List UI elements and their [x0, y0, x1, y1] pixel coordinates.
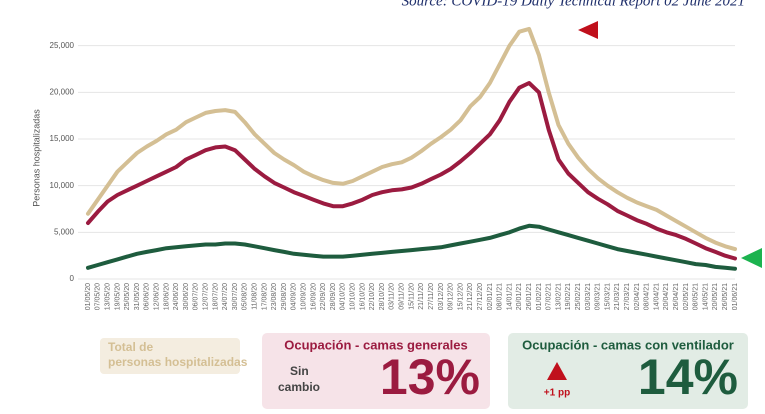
panel-ventilator-change: +1 pp — [544, 388, 570, 399]
y-tick-label: 0 — [70, 274, 75, 283]
y-tick-label: 20,000 — [50, 87, 75, 96]
x-tick-label: 21/03/21 — [614, 283, 621, 310]
x-tick-label: 29/08/20 — [281, 283, 288, 310]
x-tick-label: 06/06/20 — [144, 283, 151, 310]
source: Source: COVID-19 Daily Technical Report … — [402, 0, 745, 9]
x-tick-label: 10/09/20 — [301, 283, 308, 310]
x-tick-label: 07/05/20 — [95, 283, 102, 310]
x-tick-label: 04/09/20 — [291, 283, 298, 310]
x-tick-label: 02/04/21 — [634, 283, 641, 310]
x-tick-label: 14/01/21 — [506, 283, 513, 310]
x-tick-label: 19/02/21 — [565, 283, 572, 310]
x-tick-label: 15/11/20 — [408, 283, 415, 310]
panel-general-change-2: cambio — [278, 380, 320, 394]
x-tick-label: 22/09/20 — [320, 283, 327, 310]
x-tick-label: 31/05/20 — [134, 283, 141, 310]
panel-total-title: Total de — [108, 340, 153, 354]
x-tick-label: 12/06/20 — [153, 283, 160, 310]
x-tick-label: 09/03/21 — [595, 283, 602, 310]
x-tick-label: 21/11/20 — [418, 283, 425, 310]
panel-ventilator-pct: 14% — [638, 349, 738, 405]
x-tick-label: 26/04/21 — [673, 283, 680, 310]
x-tick-label: 26/05/21 — [722, 283, 729, 310]
x-tick-label: 26/01/21 — [526, 283, 533, 310]
x-tick-label: 27/12/20 — [477, 283, 484, 310]
x-tick-label: 13/05/20 — [104, 283, 111, 310]
x-tick-label: 04/10/20 — [340, 283, 347, 310]
x-tick-label: 19/05/20 — [114, 283, 121, 310]
x-tick-label: 28/10/20 — [379, 283, 386, 310]
panel-general-change: Sin — [290, 364, 309, 378]
x-tick-label: 03/03/21 — [585, 283, 592, 310]
x-tick-label: 06/07/20 — [193, 283, 200, 310]
x-tick-label: 10/10/20 — [350, 283, 357, 310]
x-tick-label: 14/05/21 — [702, 283, 709, 310]
y-tick-label: 10,000 — [50, 181, 75, 190]
x-tick-label: 22/10/20 — [369, 283, 376, 310]
x-tick-label: 08/05/21 — [693, 283, 700, 310]
y-tick-label: 5,000 — [54, 227, 75, 236]
x-tick-label: 27/11/20 — [428, 283, 435, 310]
x-tick-label: 01/06/21 — [732, 283, 739, 310]
x-tick-label: 16/09/20 — [310, 283, 317, 310]
x-tick-label: 05/08/20 — [242, 283, 249, 310]
chart: Source: COVID-19 Daily Technical Report … — [0, 0, 765, 409]
x-tick-label: 20/01/21 — [516, 283, 523, 310]
panel-total-title-2: personas hospitalizadas — [108, 355, 248, 369]
x-tick-label: 23/08/20 — [271, 283, 278, 310]
x-tick-label: 14/04/21 — [653, 283, 660, 310]
x-tick-label: 30/07/20 — [232, 283, 239, 310]
x-tick-label: 08/01/21 — [497, 283, 504, 310]
y-tick-label: 25,000 — [50, 41, 75, 50]
x-tick-label: 30/06/20 — [183, 283, 190, 310]
x-tick-label: 24/07/20 — [222, 283, 229, 310]
x-tick-label: 20/04/21 — [663, 283, 670, 310]
x-tick-label: 25/05/20 — [124, 283, 131, 310]
x-tick-label: 13/02/21 — [555, 283, 562, 310]
x-tick-label: 16/10/20 — [359, 283, 366, 310]
y-tick-label: 15,000 — [50, 134, 75, 143]
x-tick-label: 24/06/20 — [173, 283, 180, 310]
x-tick-label: 15/12/20 — [457, 283, 464, 310]
panel-general-pct: 13% — [380, 349, 480, 405]
x-tick-label: 12/07/20 — [202, 283, 209, 310]
x-tick-label: 03/11/20 — [389, 283, 396, 310]
x-tick-label: 09/12/20 — [448, 283, 455, 310]
x-tick-label: 03/12/20 — [438, 283, 445, 310]
x-tick-label: 27/03/21 — [624, 283, 631, 310]
x-tick-label: 02/01/21 — [487, 283, 494, 310]
x-tick-label: 18/06/20 — [163, 283, 170, 310]
x-tick-label: 15/03/21 — [604, 283, 611, 310]
x-tick-label: 08/04/21 — [644, 283, 651, 310]
x-tick-label: 02/05/21 — [683, 283, 690, 310]
x-tick-label: 11/08/20 — [251, 283, 258, 310]
x-tick-label: 28/09/20 — [330, 283, 337, 310]
x-tick-label: 18/07/20 — [212, 283, 219, 310]
x-tick-label: 09/11/20 — [399, 283, 406, 310]
x-tick-label: 25/02/21 — [575, 283, 582, 310]
x-tick-label: 17/08/20 — [261, 283, 268, 310]
x-tick-label: 07/02/21 — [546, 283, 553, 310]
x-tick-label: 01/02/21 — [536, 283, 543, 310]
x-tick-label: 01/05/20 — [85, 283, 92, 310]
x-tick-label: 21/12/20 — [467, 283, 474, 310]
y-axis-label: Personas hospitalizadas — [31, 109, 41, 207]
x-tick-label: 20/05/21 — [712, 283, 719, 310]
